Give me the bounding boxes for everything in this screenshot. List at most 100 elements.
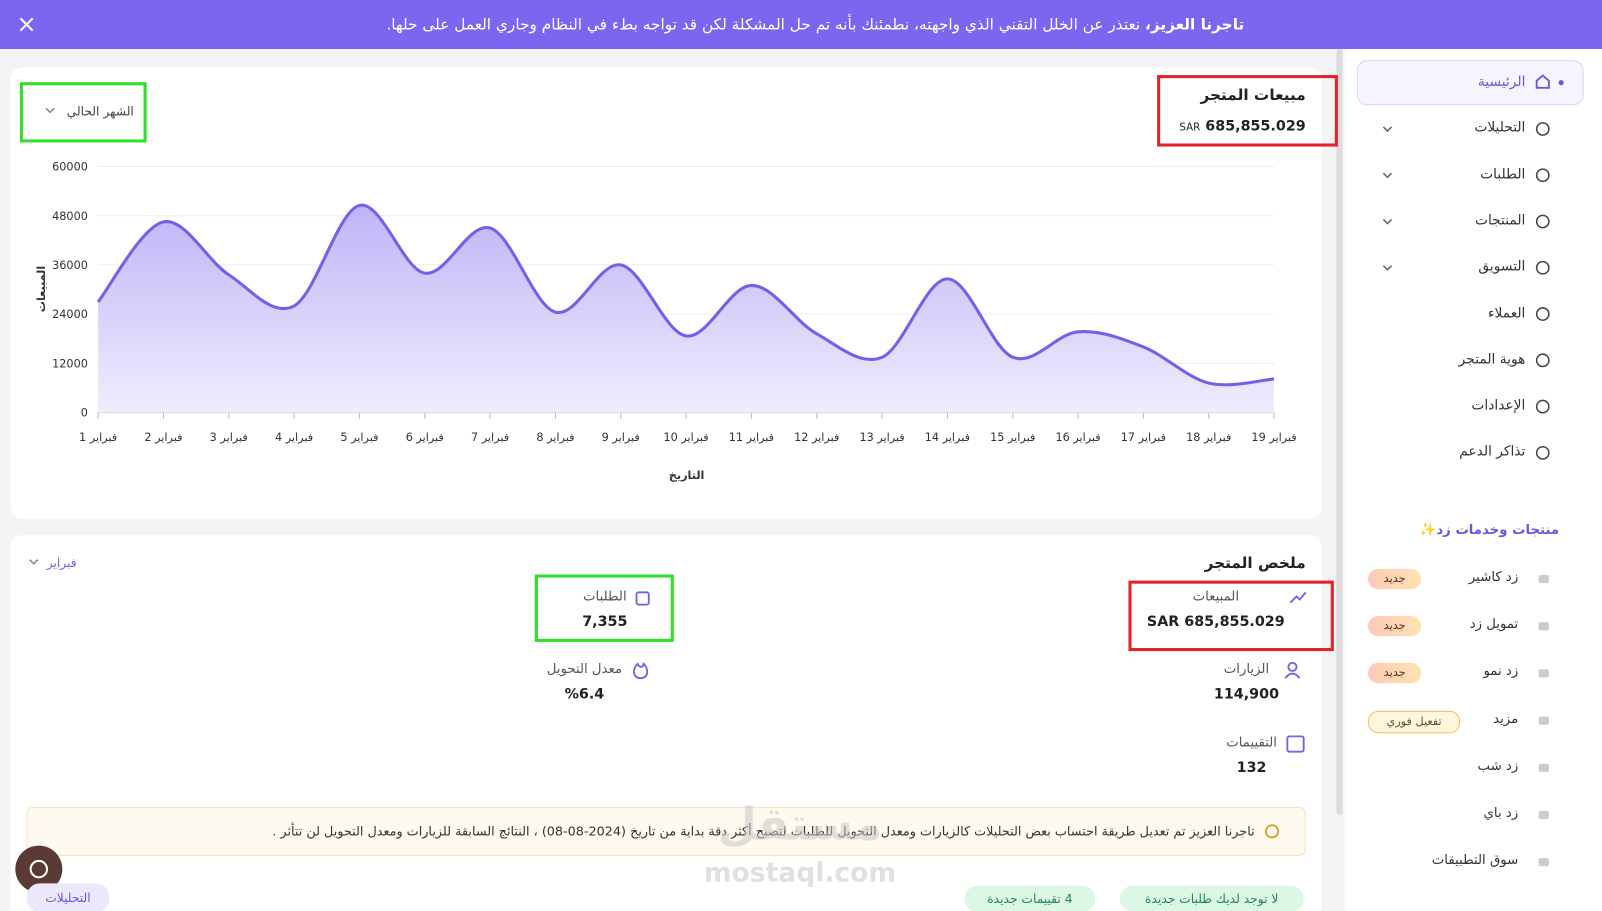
highlight-box xyxy=(1157,75,1338,147)
y-tick-label: 12000 xyxy=(52,357,88,370)
nav-icon xyxy=(1535,399,1550,414)
metric-value: 7,355 xyxy=(582,613,628,631)
nav-item[interactable]: الطلبات xyxy=(1480,166,1526,183)
service-item[interactable]: مزيد xyxy=(1493,711,1519,727)
service-icon xyxy=(1538,574,1549,584)
y-tick-label: 60000 xyxy=(52,161,88,174)
nav-item[interactable]: الإعدادات xyxy=(1471,397,1526,414)
metric-label: معدل التحويل xyxy=(546,661,623,678)
nav-icon xyxy=(1535,445,1550,460)
metric-label: التقييمات xyxy=(1226,735,1277,751)
highlight-box xyxy=(1128,580,1334,652)
badge: تفعيل فوري xyxy=(1368,710,1461,733)
service-item[interactable]: زد شب xyxy=(1477,758,1519,774)
service-item[interactable]: زد كاشير xyxy=(1468,569,1519,586)
service-icon xyxy=(1538,810,1549,820)
section-title: منتجات وخدمات زد✨ xyxy=(1419,522,1560,539)
y-tick-label: 0 xyxy=(81,407,88,420)
banner xyxy=(0,0,1602,50)
x-tick-label: 10 فبراير xyxy=(663,431,708,444)
tag: لا توجد لديك طلبات جديدة xyxy=(1119,885,1304,911)
chevron xyxy=(1382,126,1393,133)
nav-icon xyxy=(1535,353,1550,368)
y-tick-label: 24000 xyxy=(52,308,88,321)
x-tick-label: 2 فبراير xyxy=(144,431,182,444)
x-tick-label: 7 فبراير xyxy=(471,431,509,444)
service-icon xyxy=(1538,716,1549,725)
nav-item[interactable]: هوية المتجر xyxy=(1458,351,1526,368)
tag: 4 تقييمات جديدة xyxy=(964,885,1096,911)
x-tick-label: 11 فبراير xyxy=(729,431,774,444)
period-dropdown[interactable]: الشهر الحالي xyxy=(66,104,134,119)
nav-item[interactable]: المنتجات xyxy=(1474,212,1526,229)
service-icon xyxy=(1538,858,1549,867)
badge: جديد xyxy=(1368,663,1422,684)
summary-period[interactable]: فبراير xyxy=(46,555,77,570)
x-tick-label: 9 فبراير xyxy=(602,431,640,444)
nav-item[interactable]: التحليلات xyxy=(1474,119,1526,137)
nav-icon xyxy=(1535,214,1550,229)
banner-text: تاجرنا العزيز، نعتذر عن الخلل التقني الذ… xyxy=(0,15,1602,33)
nav-item[interactable]: الرئيسية xyxy=(1477,73,1526,90)
sidebar xyxy=(1344,49,1602,911)
x-tick-label: 6 فبراير xyxy=(406,431,444,444)
highlight-box xyxy=(534,574,674,642)
metric-value: %6.4 xyxy=(564,686,605,703)
service-item[interactable]: تمويل زد xyxy=(1469,617,1519,633)
service-item[interactable]: سوق التطبيقات xyxy=(1431,852,1519,869)
x-tick-label: 3 فبراير xyxy=(210,431,248,444)
currency: SAR xyxy=(1179,122,1201,134)
watermark-url: mostaql.com xyxy=(703,857,897,889)
scrollbar xyxy=(1336,49,1343,815)
x-tick-label: 5 فبراير xyxy=(340,431,378,444)
x-tick-label: 4 فبراير xyxy=(275,431,313,444)
x-tick-label: 15 فبراير xyxy=(990,431,1035,444)
chart: 0 12000 24000 36000 48000 60000 1 فبراير 2 فبرا… xyxy=(35,161,1297,482)
x-axis-title: التاريخ xyxy=(669,469,705,482)
chevron xyxy=(1382,172,1393,179)
x-tick-label: 1 فبراير xyxy=(79,431,117,444)
area xyxy=(98,205,1275,413)
y-axis-title: المبيعات xyxy=(35,266,48,313)
nav-icon xyxy=(1535,260,1550,275)
card-title: مبيعات المتجر xyxy=(1200,85,1306,105)
sales-total: 685,855.029 SAR xyxy=(1179,118,1305,134)
active-item[interactable] xyxy=(1356,60,1584,106)
service-icon xyxy=(1538,763,1549,772)
notice-text: تاجرنا العزيز تم تعديل طريقة احتساب بعض … xyxy=(272,823,1255,839)
y-tick-label: 36000 xyxy=(52,259,88,272)
nav-icon xyxy=(1535,122,1550,136)
service-item[interactable]: زد باي xyxy=(1483,805,1519,822)
nav-item[interactable]: التسويق xyxy=(1478,258,1526,275)
x-tick-label: 17 فبراير xyxy=(1121,431,1166,444)
x-tick-label: 13 فبراير xyxy=(859,431,904,444)
metric-value: 132 xyxy=(1236,759,1267,777)
nav-icon xyxy=(1535,168,1550,183)
analytics-link[interactable]: التحليلات xyxy=(26,883,110,911)
banner-lead: تاجرنا العزيز، xyxy=(1145,15,1245,34)
total-value: 685,855.029 xyxy=(1205,118,1306,135)
chevron xyxy=(1382,265,1393,271)
nav-icon xyxy=(1535,307,1550,321)
banner-message: نعتذر عن الخلل التقني الذي واجهته، نطمئن… xyxy=(386,15,1141,34)
line xyxy=(96,203,1275,387)
metric-label: الزيارات xyxy=(1223,661,1270,678)
metric-value: 114,900 xyxy=(1213,686,1280,703)
metric-value: SAR 685,855.029 xyxy=(1146,613,1285,631)
x-tick-label: 8 فبراير xyxy=(536,431,574,444)
x-tick-label: 16 فبراير xyxy=(1055,431,1100,444)
service-icon xyxy=(1538,669,1549,678)
nav-item[interactable]: تذاكر الدعم xyxy=(1459,443,1526,460)
metric-label: الطلبات xyxy=(583,589,627,605)
badge: جديد xyxy=(1368,568,1422,590)
y-tick-label: 48000 xyxy=(52,210,88,223)
summary-title: ملخص المتجر xyxy=(1204,553,1306,572)
service-item[interactable]: زد نمو xyxy=(1483,664,1519,680)
nav-item[interactable]: العملاء xyxy=(1488,304,1526,322)
metric-label: المبيعات xyxy=(1192,589,1240,605)
x-tick-label: 19 فبراير xyxy=(1251,431,1296,444)
x-tick-label: 12 فبراير xyxy=(794,431,839,444)
service-icon xyxy=(1538,622,1549,631)
